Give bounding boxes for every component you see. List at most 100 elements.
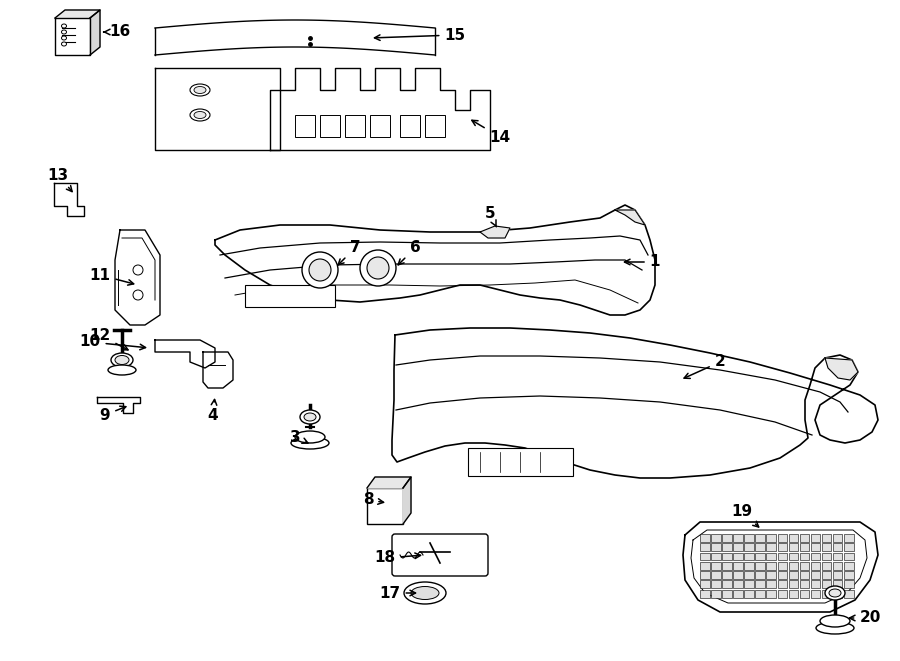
Bar — [700, 562, 709, 570]
Ellipse shape — [61, 24, 67, 28]
Bar — [755, 590, 765, 598]
Bar — [844, 553, 853, 561]
Bar — [832, 562, 842, 570]
Bar — [700, 590, 709, 598]
Bar — [370, 115, 390, 137]
Bar — [711, 553, 721, 561]
Text: 18: 18 — [374, 551, 420, 566]
Bar — [811, 562, 820, 570]
Polygon shape — [215, 205, 655, 315]
Ellipse shape — [111, 353, 133, 367]
Polygon shape — [615, 210, 645, 225]
Polygon shape — [90, 10, 100, 55]
Polygon shape — [367, 477, 411, 488]
Bar — [734, 553, 742, 561]
Bar — [734, 534, 742, 542]
Ellipse shape — [411, 586, 439, 600]
Bar — [734, 571, 742, 579]
Polygon shape — [480, 226, 510, 238]
Bar — [245, 285, 335, 307]
Bar — [295, 115, 315, 137]
Bar — [822, 590, 832, 598]
Bar — [711, 571, 721, 579]
Bar — [425, 115, 445, 137]
Bar — [755, 543, 765, 551]
Bar — [755, 562, 765, 570]
Bar — [700, 580, 709, 588]
Bar — [734, 590, 742, 598]
Polygon shape — [97, 397, 140, 413]
Polygon shape — [155, 340, 215, 368]
Bar — [744, 562, 754, 570]
Circle shape — [133, 265, 143, 275]
Bar — [832, 590, 842, 598]
Bar — [767, 543, 776, 551]
Ellipse shape — [304, 413, 316, 421]
Bar — [744, 580, 754, 588]
Ellipse shape — [115, 356, 129, 364]
Polygon shape — [55, 10, 100, 18]
Bar — [832, 534, 842, 542]
Circle shape — [367, 257, 389, 279]
Bar — [811, 553, 820, 561]
Bar — [755, 571, 765, 579]
Ellipse shape — [61, 36, 67, 40]
Bar — [744, 534, 754, 542]
Text: 1: 1 — [625, 254, 661, 270]
Polygon shape — [403, 477, 411, 524]
Bar — [799, 571, 809, 579]
Ellipse shape — [194, 112, 206, 118]
Bar — [722, 580, 732, 588]
Bar — [722, 590, 732, 598]
Bar — [755, 534, 765, 542]
Bar — [811, 543, 820, 551]
Text: 6: 6 — [398, 241, 420, 265]
Bar — [788, 553, 798, 561]
Bar — [767, 534, 776, 542]
Bar — [811, 534, 820, 542]
Bar — [722, 553, 732, 561]
Bar — [700, 553, 709, 561]
Ellipse shape — [61, 42, 67, 46]
Text: 14: 14 — [472, 120, 510, 145]
Circle shape — [302, 252, 338, 288]
Bar — [722, 543, 732, 551]
Polygon shape — [203, 352, 233, 388]
Ellipse shape — [829, 589, 841, 597]
Bar — [799, 580, 809, 588]
Bar — [844, 543, 853, 551]
Polygon shape — [55, 18, 90, 55]
Text: 2: 2 — [684, 354, 725, 378]
Bar — [755, 580, 765, 588]
Ellipse shape — [404, 582, 446, 604]
Bar — [788, 543, 798, 551]
Text: 11: 11 — [89, 268, 134, 285]
Bar — [832, 553, 842, 561]
Bar — [711, 562, 721, 570]
Polygon shape — [54, 183, 84, 216]
Bar — [744, 553, 754, 561]
Bar — [767, 580, 776, 588]
Text: 17: 17 — [380, 586, 416, 600]
Bar — [778, 580, 788, 588]
Circle shape — [309, 259, 331, 281]
Ellipse shape — [61, 30, 67, 34]
Bar — [799, 543, 809, 551]
Bar — [711, 543, 721, 551]
Ellipse shape — [108, 365, 136, 375]
Circle shape — [133, 290, 143, 300]
Bar — [788, 571, 798, 579]
Ellipse shape — [190, 109, 210, 121]
Bar — [832, 580, 842, 588]
Ellipse shape — [300, 410, 320, 424]
Bar — [788, 562, 798, 570]
Bar — [767, 590, 776, 598]
Ellipse shape — [816, 622, 854, 634]
Bar — [711, 534, 721, 542]
Bar — [320, 115, 340, 137]
Ellipse shape — [295, 431, 325, 443]
FancyBboxPatch shape — [392, 534, 488, 576]
Bar — [778, 543, 788, 551]
Text: 3: 3 — [290, 430, 308, 444]
Bar — [468, 448, 573, 476]
